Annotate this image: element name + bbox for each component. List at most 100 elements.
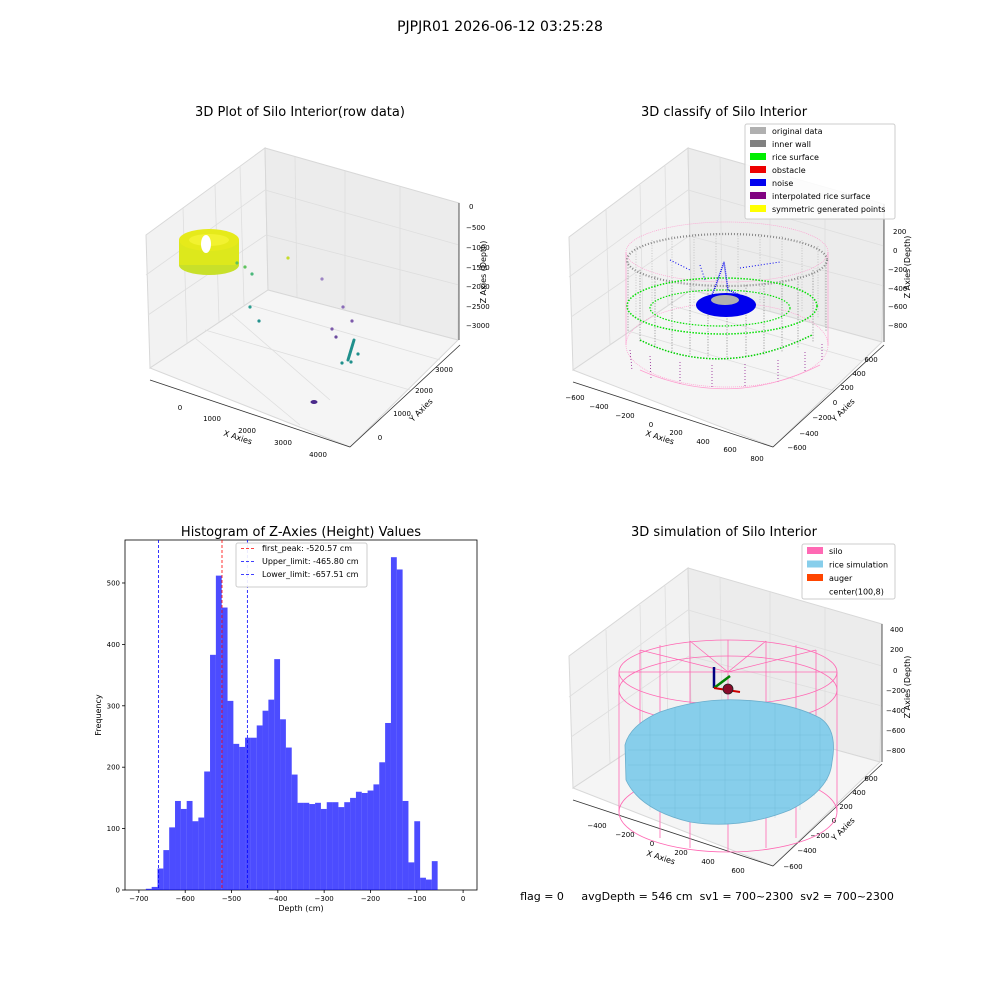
histogram-bar (408, 862, 415, 890)
raw-y-axis-line (349, 344, 461, 448)
histogram-bar (192, 821, 199, 890)
histogram-bar (239, 746, 246, 890)
classify-y-axis-line (772, 344, 885, 448)
histogram-bar (274, 659, 281, 890)
classify-ytick: −200 (812, 414, 831, 422)
classify-ztick: −200 (888, 266, 907, 274)
classify-legend-swatch (750, 179, 766, 186)
simulation-auger-marker (712, 667, 741, 695)
raw-ztick: 0 (469, 203, 473, 211)
histogram-bar (414, 821, 421, 890)
classify-xtick: 400 (696, 438, 709, 446)
histogram-bar (163, 850, 170, 890)
classify-ytick: 400 (852, 370, 865, 378)
classify-legend-label: symmetric generated points (772, 205, 885, 214)
simulation-legend-swatch (807, 560, 823, 568)
histogram-bar (303, 802, 310, 890)
histogram-legend-label: Lower_limit: -657.51 cm (262, 570, 359, 579)
histogram-y-tick-label: 100 (107, 825, 120, 833)
histogram-legend: first_peak: -520.57 cm Upper_limit: -465.… (235, 542, 368, 588)
raw-xtick: 0 (178, 404, 182, 412)
classify-ytick: 0 (833, 399, 837, 407)
simulation-ztick: −800 (886, 747, 905, 755)
histogram-bar (420, 877, 426, 890)
histogram-x-tick-label: −500 (222, 895, 241, 903)
histogram-bar (291, 774, 298, 890)
simulation-xtick: 600 (731, 867, 744, 875)
classify-point-cloud (625, 221, 829, 390)
histogram-bar (145, 888, 152, 890)
classify-xtick: 200 (669, 429, 682, 437)
histogram-bar (250, 737, 257, 890)
histogram-bar (285, 747, 292, 890)
raw-ztick: −3000 (466, 322, 490, 330)
histogram-bar (309, 804, 316, 890)
simulation-panel-title: 3D simulation of Silo Interior (631, 525, 818, 540)
raw-xtick: 4000 (309, 451, 327, 459)
histogram-bar (402, 800, 409, 890)
classify-legend-label: noise (772, 179, 793, 188)
classify-legend-label: original data (772, 127, 823, 136)
histogram-y-tick-label: 300 (107, 702, 120, 710)
classify-legend-swatch (750, 127, 766, 134)
histogram-bar (332, 802, 339, 890)
histogram-bar (425, 879, 432, 890)
histogram-bar (233, 743, 240, 890)
simulation-ztick: 400 (890, 626, 903, 634)
status-summary-text: flag = 0 avgDepth = 546 cm sv1 = 700~230… (520, 890, 894, 903)
raw-panel-title: 3D Plot of Silo Interior(row data) (195, 105, 405, 120)
histogram-bar (338, 807, 345, 890)
classify-legend-swatch (750, 166, 766, 173)
classify-legend-box (744, 123, 896, 220)
classify-xtick: 0 (649, 421, 653, 429)
histogram-bar (350, 797, 356, 890)
raw-floor-pane (148, 289, 459, 448)
simulation-3d-panel: 3D simulation of Silo Interior −400 −200… (520, 525, 912, 903)
histogram-bar (326, 802, 333, 890)
raw-xtick: 3000 (274, 439, 292, 447)
classify-ztick: 0 (893, 247, 897, 255)
raw-ztick: −2500 (466, 303, 490, 311)
classify-legend-swatch (750, 192, 766, 199)
histogram-x-ticks: −700 −600 −500 −400 −300 −200 −100 0 (129, 890, 465, 903)
histogram-legend-box (235, 542, 368, 588)
classify-ztick: −600 (888, 303, 907, 311)
histogram-legend-label: Upper_limit: -465.80 cm (262, 557, 359, 566)
histogram-bar (431, 861, 438, 890)
histogram-bar (344, 802, 351, 890)
simulation-ytick: 600 (864, 775, 877, 783)
histogram-bar (256, 725, 263, 890)
simulation-ytick: −400 (797, 847, 816, 855)
simulation-legend-label: rice simulation (829, 561, 888, 570)
raw-x-axis-line (149, 379, 351, 448)
histogram-bar (198, 817, 205, 890)
raw-y-axis-label: Y Axies (407, 397, 435, 425)
simulation-legend-label: auger (829, 574, 853, 583)
histogram-bar (379, 762, 386, 890)
classify-panel-title: 3D classify of Silo Interior (641, 105, 808, 120)
histogram-bar (157, 868, 164, 890)
histogram-bar (215, 575, 222, 890)
histogram-bar (373, 784, 380, 890)
histogram-bar (210, 654, 216, 890)
classify-z-axis-label: Z Axies (Depth) (903, 236, 912, 299)
simulation-legend-label: center(100,8) (829, 588, 884, 597)
simulation-xtick: 0 (650, 840, 654, 848)
classify-legend-label: interpolated rice surface (772, 192, 870, 201)
classify-x-axis-line (572, 381, 774, 448)
simulation-ytick: 200 (839, 803, 852, 811)
histogram-x-tick-label: −200 (361, 895, 380, 903)
classify-legend-label: obstacle (772, 166, 806, 175)
histogram-bar (355, 791, 362, 890)
simulation-rice-surface (624, 699, 834, 825)
histogram-bar (151, 886, 158, 890)
histogram-bar (169, 827, 176, 890)
classify-ytick: 200 (840, 384, 853, 392)
simulation-z-axis-label: Z Axies (Depth) (903, 656, 912, 719)
histogram-x-tick-label: −700 (129, 895, 148, 903)
histogram-bar (204, 771, 211, 890)
simulation-ztick: 0 (893, 667, 897, 675)
classify-ztick: −400 (888, 285, 907, 293)
histogram-bar (396, 569, 403, 890)
